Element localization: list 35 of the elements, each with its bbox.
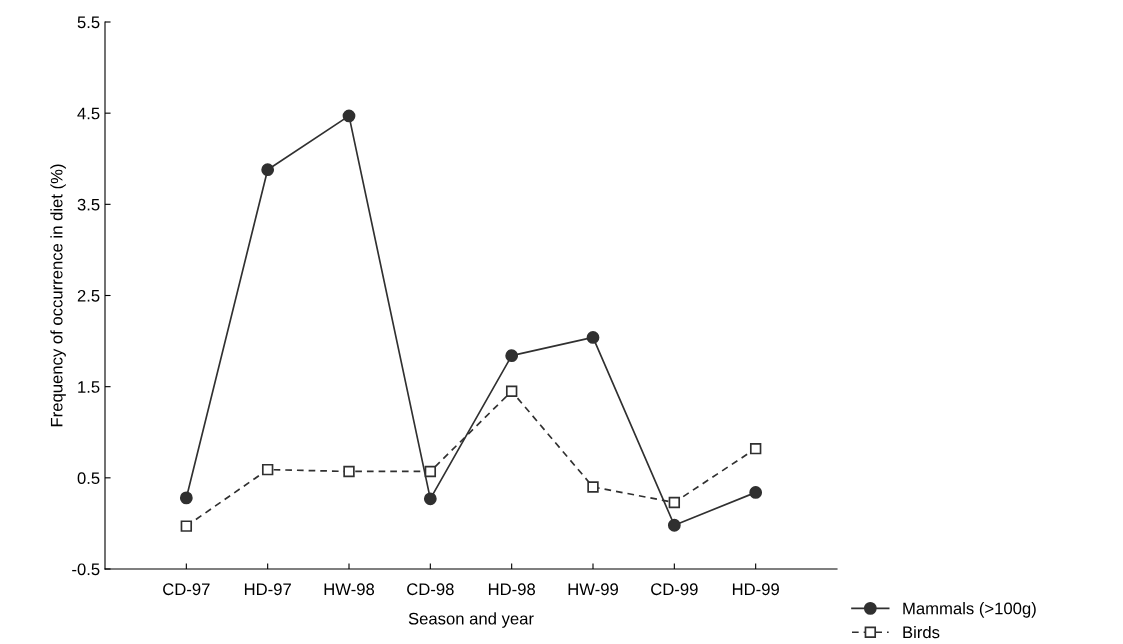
legend-label: Birds [903, 625, 940, 639]
point [587, 481, 599, 493]
point [749, 442, 762, 455]
point [261, 463, 274, 476]
point [424, 465, 437, 478]
x-tick-label: HW-99 [568, 583, 618, 596]
point [505, 385, 518, 397]
y-axis-title: Frequency of occurrence in diet (%) [50, 164, 66, 427]
point [342, 109, 356, 123]
point [749, 486, 763, 499]
y-tick-label: 5.5 [77, 16, 100, 29]
y-tick-label: 4.5 [77, 107, 100, 120]
y-tick-label: 2.5 [77, 289, 100, 302]
point [668, 496, 681, 509]
point [180, 520, 193, 532]
x-tick-label: HD-99 [732, 583, 779, 596]
y-tick-label: -0.5 [72, 563, 100, 576]
x-tick-label: HD-97 [244, 583, 291, 596]
x-tick-label: HW-98 [324, 583, 375, 596]
x-axis-title: Season and year [408, 612, 534, 628]
y-tick-label: 1.5 [78, 381, 100, 393]
point [505, 349, 519, 363]
point [179, 491, 193, 505]
x-tick-label: CD-98 [407, 583, 454, 596]
y-tick-label: 0.5 [77, 472, 100, 485]
point [667, 518, 681, 532]
point [261, 163, 275, 177]
x-tick-label: CD-97 [163, 583, 210, 596]
x-tick-label: CD-99 [651, 583, 698, 596]
point [343, 465, 355, 478]
x-tick-label: HD-98 [488, 583, 536, 596]
point [586, 331, 600, 344]
point [423, 492, 437, 506]
y-tick-label: 3.5 [77, 198, 100, 211]
legend-label: Mammals (>100g) [903, 602, 1036, 618]
